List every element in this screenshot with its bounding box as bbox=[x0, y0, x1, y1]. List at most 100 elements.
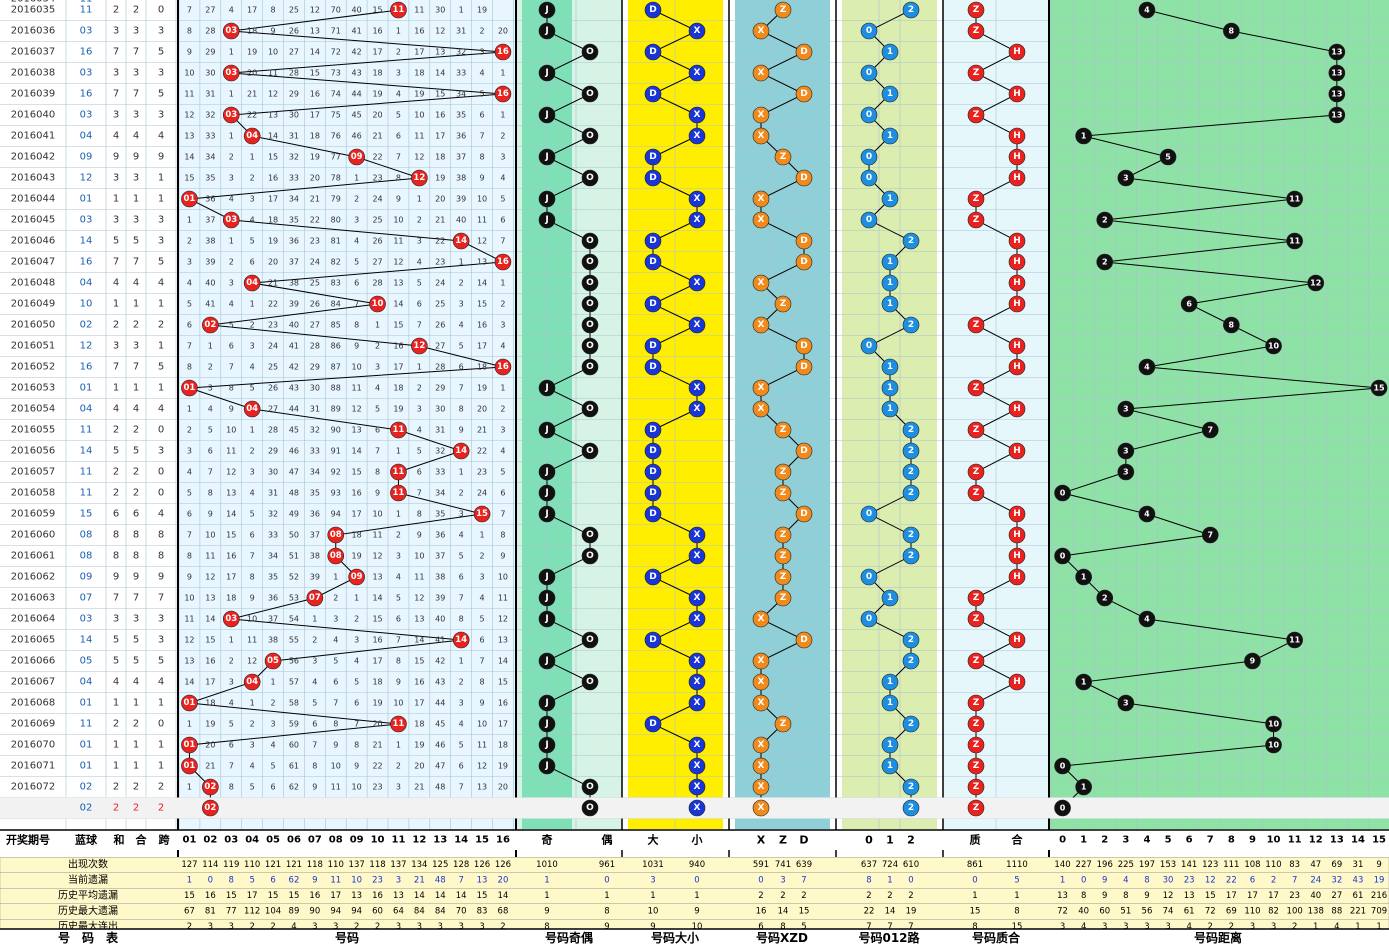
pc-ball bbox=[1008, 148, 1026, 166]
number-miss-cell: 15 bbox=[414, 657, 424, 666]
stats-oe-cell: 1 bbox=[544, 876, 549, 886]
number-miss-cell: 18 bbox=[498, 741, 508, 750]
number-miss-cell: 27 bbox=[268, 405, 278, 414]
number-miss-cell: 9 bbox=[459, 426, 464, 435]
stats-number-cell: 9 bbox=[312, 876, 317, 886]
he-cell: 5 bbox=[113, 635, 119, 646]
bs-ball bbox=[644, 631, 662, 649]
pc-ball bbox=[1008, 253, 1026, 271]
number-miss-cell: 5 bbox=[312, 699, 317, 708]
dist-ball bbox=[1096, 253, 1114, 271]
number-miss-cell: 15 bbox=[372, 6, 382, 15]
number-miss-cell: 8 bbox=[208, 489, 213, 498]
number-miss-cell: 7 bbox=[229, 762, 234, 771]
number-miss-cell: 5 bbox=[208, 426, 213, 435]
dist-ball-label: 3 bbox=[1123, 447, 1129, 456]
stats-number-cell: 2 bbox=[500, 922, 505, 932]
number-miss-cell: 19 bbox=[352, 552, 362, 561]
ball-cell: 04 bbox=[80, 131, 93, 142]
number-miss-cell: 4 bbox=[229, 699, 234, 708]
number-miss-cell: 5 bbox=[229, 720, 234, 729]
he-cell: 5 bbox=[113, 446, 119, 457]
number-miss-cell: 10 bbox=[477, 195, 487, 204]
hw-cell: 7 bbox=[133, 593, 139, 604]
stats-number-cell: 15 bbox=[226, 891, 237, 901]
header-pc: 合 bbox=[1012, 833, 1024, 847]
number-miss-cell: 32 bbox=[289, 153, 299, 162]
r012-ball bbox=[902, 652, 920, 670]
number-miss-cell: 37 bbox=[310, 531, 320, 540]
xzd-ball bbox=[795, 232, 813, 250]
number-miss-cell: 32 bbox=[268, 510, 278, 519]
stats-dist-cell: 2 bbox=[1292, 922, 1297, 932]
r012-ball-label: 0 bbox=[866, 572, 872, 582]
number-miss-cell: 23 bbox=[268, 321, 278, 330]
stats-dist-cell: 196 bbox=[1097, 860, 1113, 870]
number-miss-cell: 24 bbox=[268, 342, 278, 351]
oe-ball-label: O bbox=[586, 299, 594, 309]
pred-number-ball bbox=[202, 799, 219, 817]
bs-ball bbox=[644, 1, 662, 19]
he-cell: 3 bbox=[113, 215, 119, 226]
number-miss-cell: 1 bbox=[500, 111, 505, 120]
pred-bs-ball-label: X bbox=[694, 803, 701, 813]
oe-ball-label: J bbox=[544, 698, 548, 708]
hw-cell: 2 bbox=[133, 425, 139, 436]
stats-bs-cell: 1 bbox=[694, 891, 699, 901]
number-ball-label: 04 bbox=[246, 677, 258, 687]
he-cell: 1 bbox=[113, 761, 119, 772]
bs-ball bbox=[644, 505, 662, 523]
number-miss-cell: 2 bbox=[480, 552, 485, 561]
oe-ball-label: O bbox=[586, 47, 594, 57]
dist-ball bbox=[1054, 547, 1071, 565]
number-miss-cell: 17 bbox=[247, 6, 257, 15]
stats-r012-cell: 610 bbox=[903, 860, 919, 870]
number-miss-cell: 34 bbox=[289, 195, 299, 204]
number-miss-cell: 59 bbox=[289, 720, 299, 729]
number-miss-cell: 16 bbox=[477, 321, 487, 330]
pc-ball-label: H bbox=[1013, 173, 1021, 183]
stats-dist-cell: 3 bbox=[1060, 922, 1065, 932]
number-ball-label: 01 bbox=[184, 761, 196, 771]
xzd-ball bbox=[774, 568, 792, 586]
dist-ball-label: 11 bbox=[1289, 237, 1301, 246]
stats-dist-cell: 23 bbox=[1289, 891, 1300, 901]
oe-ball-label: J bbox=[544, 509, 548, 519]
number-miss-cell: 8 bbox=[396, 174, 401, 183]
stats-dist-cell: 61 bbox=[1184, 907, 1195, 917]
r012-ball-label: 1 bbox=[887, 404, 893, 414]
number-miss-cell: 2 bbox=[229, 258, 234, 267]
r012-ball-label: 1 bbox=[887, 47, 893, 57]
hw-cell: 2 bbox=[133, 719, 139, 730]
pc-ball-label: Z bbox=[973, 698, 980, 708]
number-ball bbox=[452, 631, 470, 649]
number-miss-cell: 19 bbox=[205, 720, 215, 729]
number-miss-cell: 20 bbox=[414, 762, 424, 771]
pred-dist-ball-label: 0 bbox=[1060, 804, 1066, 813]
period-cell: 2016061 bbox=[11, 551, 56, 562]
bs-ball-label: X bbox=[694, 404, 701, 414]
pc-ball bbox=[1008, 568, 1026, 586]
stats-dist-cell: 4 bbox=[1334, 922, 1339, 932]
stats-xzd-cell: 14 bbox=[778, 907, 789, 917]
number-miss-cell: 5 bbox=[354, 258, 359, 267]
number-miss-cell: 10 bbox=[226, 426, 236, 435]
number-miss-cell: 19 bbox=[372, 90, 382, 99]
xzd-ball-label: X bbox=[758, 677, 765, 687]
section-title: 号码 bbox=[335, 930, 359, 945]
number-miss-cell: 91 bbox=[331, 447, 341, 456]
xzd-ball bbox=[774, 589, 792, 607]
hw-cell: 2 bbox=[133, 488, 139, 499]
number-miss-cell: 8 bbox=[250, 573, 255, 582]
stats-dist-cell: 140 bbox=[1054, 860, 1070, 870]
pc-ball-label: H bbox=[1013, 509, 1021, 519]
number-miss-cell: 39 bbox=[289, 300, 299, 309]
header-dist: 8 bbox=[1228, 835, 1235, 846]
number-miss-cell: 12 bbox=[352, 405, 362, 414]
kua-cell: 2 bbox=[158, 320, 164, 331]
header-dist: 14 bbox=[1351, 835, 1365, 846]
dist-ball-label: 10 bbox=[1268, 741, 1280, 750]
number-miss-cell: 13 bbox=[372, 573, 382, 582]
r012-ball bbox=[902, 526, 920, 544]
stats-pc-cell: 8 bbox=[1014, 907, 1019, 917]
